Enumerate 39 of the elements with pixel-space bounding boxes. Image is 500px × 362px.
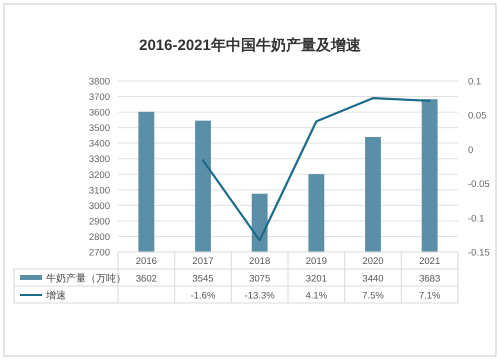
x-tick-label: 2018	[249, 256, 270, 267]
y2-tick-label: 0	[468, 144, 474, 156]
chart-title: 2016-2021年中国牛奶产量及增速	[139, 37, 362, 54]
legend-label: 牛奶产量（万吨）	[46, 272, 126, 284]
x-tick-label: 2016	[136, 256, 157, 267]
data-label: 7.5%	[362, 290, 384, 302]
line-series	[202, 97, 431, 242]
data-label: 3201	[306, 274, 327, 284]
y-tick-label: 3500	[88, 123, 110, 134]
data-label: 3075	[249, 274, 270, 284]
y-tick-label: 3600	[88, 108, 110, 119]
y-tick-label: 3200	[88, 170, 110, 181]
y2-tick-label: 0.05	[468, 110, 486, 122]
x-tick-label: 2019	[306, 256, 327, 267]
y2-tick-label: -0.15	[468, 248, 490, 258]
y-tick-label: 2800	[88, 232, 110, 243]
y-tick-label: 3700	[88, 92, 110, 104]
y-tick-label: 3800	[88, 76, 110, 88]
y-tick-label: 3300	[88, 154, 110, 166]
legend-label: 增速	[45, 290, 66, 302]
y-tick-label: 3100	[88, 185, 110, 196]
y2-tick-label: 0.1	[468, 76, 482, 88]
x-tick-label: 2020	[362, 256, 384, 267]
y-tick-label: 3400	[88, 138, 110, 150]
y2-tick-label: -0.1	[468, 213, 484, 224]
y-tick-label: 2900	[88, 216, 110, 228]
x-tick-label: 2017	[192, 256, 214, 267]
y-tick-label: 2700	[88, 248, 110, 258]
data-label: 3602	[136, 274, 157, 284]
x-tick-label: 2021	[419, 256, 440, 267]
data-label: 3683	[419, 274, 440, 284]
data-label: 3440	[362, 274, 384, 284]
data-label: -13.3%	[244, 290, 276, 302]
y2-tick-label: -0.05	[468, 179, 490, 190]
data-label: 7.1%	[418, 290, 442, 302]
data-label: -1.6%	[190, 290, 216, 302]
data-label: 3545	[192, 274, 214, 284]
data-label: 4.1%	[306, 290, 328, 302]
y-tick-label: 3000	[88, 200, 110, 212]
